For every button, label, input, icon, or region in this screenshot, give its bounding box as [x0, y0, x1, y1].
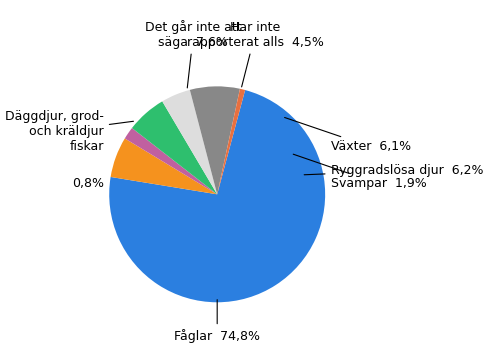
Text: Fåglar  74,8%: Fåglar 74,8% — [174, 300, 260, 343]
Wedge shape — [163, 90, 217, 194]
Text: Ryggradslösa djur  6,2%: Ryggradslösa djur 6,2% — [304, 164, 483, 177]
Text: Däggdjur, grod-
och kräldjur
fiskar: Däggdjur, grod- och kräldjur fiskar — [5, 110, 133, 153]
Text: Det går inte att
säga  7,6%: Det går inte att säga 7,6% — [145, 19, 242, 88]
Text: Svampar  1,9%: Svampar 1,9% — [293, 154, 427, 190]
Text: Har inte
rapporterat alls  4,5%: Har inte rapporterat alls 4,5% — [186, 21, 324, 87]
Text: Växter  6,1%: Växter 6,1% — [285, 117, 411, 153]
Wedge shape — [125, 128, 217, 194]
Wedge shape — [190, 86, 240, 194]
Text: 0,8%: 0,8% — [72, 177, 104, 190]
Wedge shape — [132, 101, 217, 194]
Wedge shape — [111, 139, 217, 194]
Wedge shape — [217, 89, 245, 194]
Wedge shape — [109, 90, 325, 302]
